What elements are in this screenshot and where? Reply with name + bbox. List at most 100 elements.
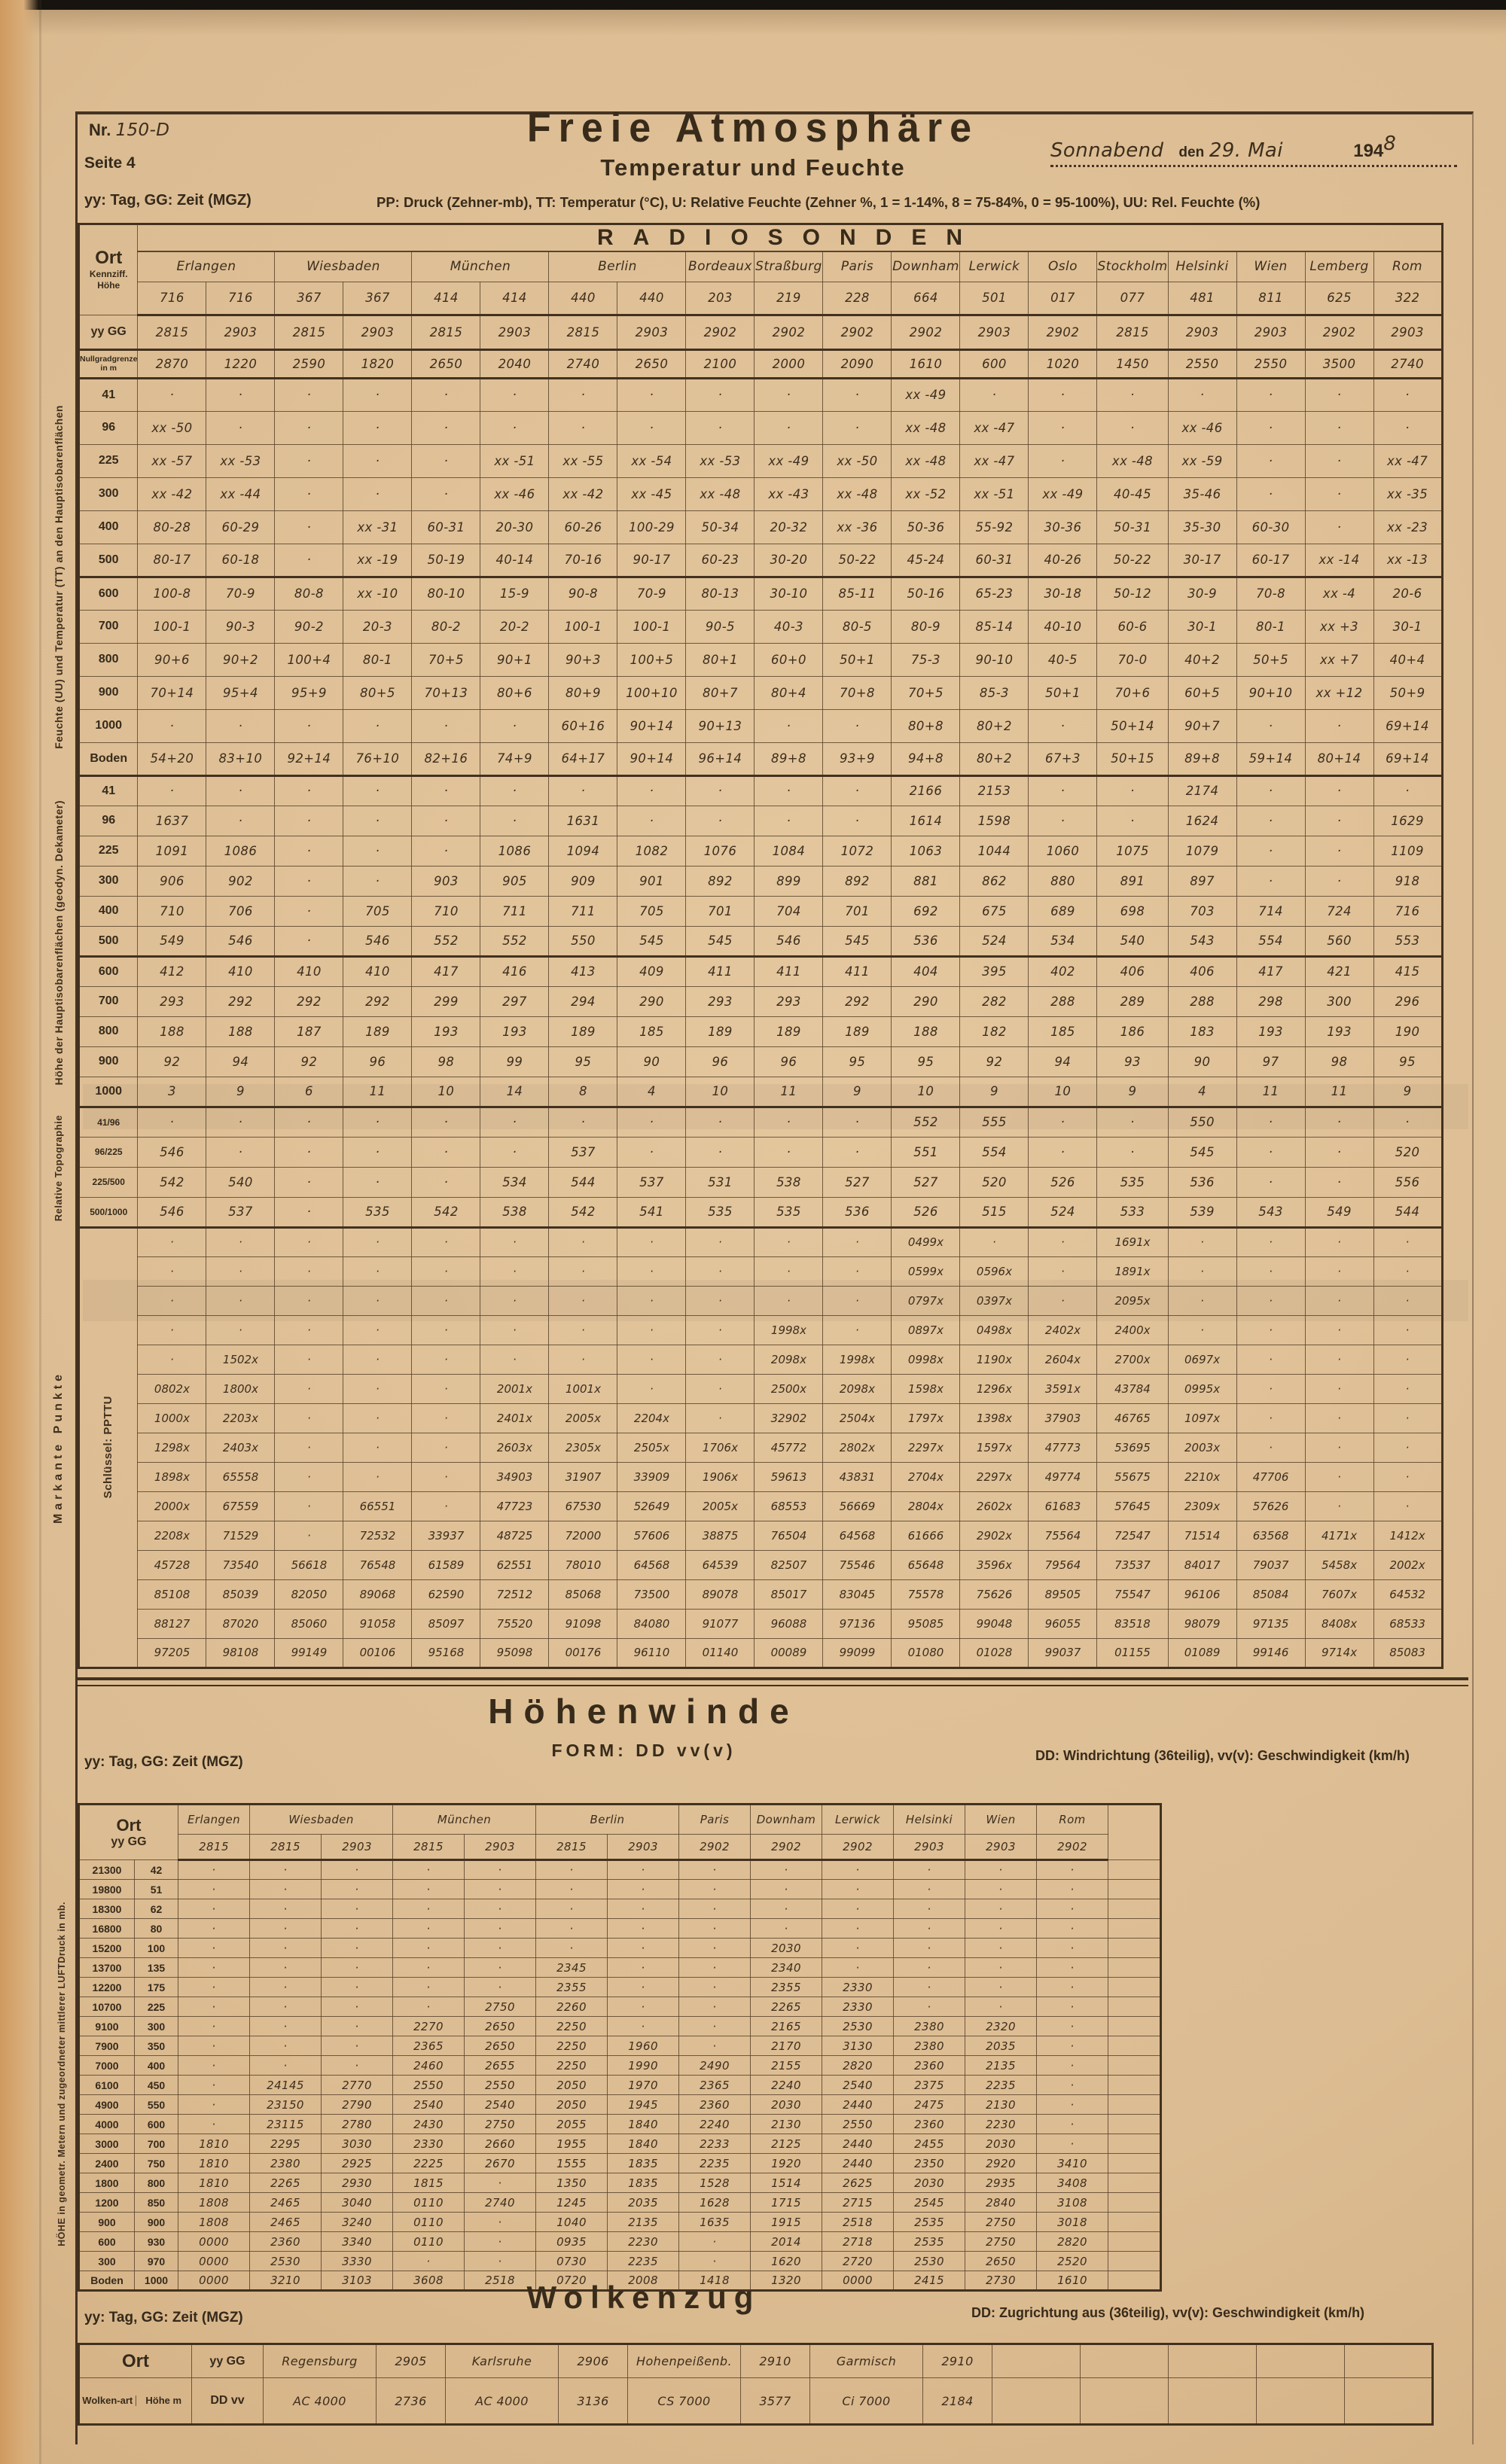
height-label: 19800: [78, 1879, 135, 1899]
wind-cell: ·: [1036, 2094, 1108, 2115]
yygg-label: yy GG: [78, 314, 139, 351]
wind-cell: ·: [822, 1899, 894, 1919]
wind-cell: ·: [750, 1899, 822, 1919]
empty-cell: [1108, 2055, 1161, 2076]
height-label: 9100: [78, 2016, 135, 2036]
markante-cell: ·: [1373, 1285, 1443, 1316]
height-cell: 711: [548, 895, 618, 927]
temp-humidity-cell: 80-8: [274, 576, 344, 611]
temp-humidity-cell: 90+13: [685, 708, 755, 743]
topo-cell: 534: [480, 1166, 550, 1198]
kennziff-value: 811: [1236, 281, 1306, 316]
markante-cell: ·: [1236, 1373, 1306, 1404]
temp-humidity-cell: ·: [1028, 443, 1098, 478]
station-name: Erlangen: [137, 251, 276, 282]
markante-cell: 01080: [891, 1637, 961, 1669]
temp-humidity-cell: xx +12: [1304, 675, 1374, 710]
height-label: Boden: [78, 2271, 135, 2292]
markante-cell: 62590: [411, 1579, 481, 1610]
topo-cell: ·: [822, 1106, 892, 1138]
markante-cell: 2902x: [959, 1520, 1029, 1551]
height-cell: 11: [343, 1076, 413, 1108]
kennziff-value: 219: [754, 281, 824, 316]
height-cell: 411: [822, 955, 892, 987]
markante-cell: 38875: [685, 1520, 755, 1551]
wind-cell: 2240: [750, 2075, 822, 2095]
height-cell: 692: [891, 895, 961, 927]
temp-humidity-cell: 90-2: [274, 609, 344, 644]
height-cell: 413: [548, 955, 618, 987]
level-label: 41: [78, 775, 139, 806]
height-cell: 411: [754, 955, 824, 987]
markante-cell: ·: [754, 1285, 824, 1316]
wind-cell: ·: [1036, 2075, 1108, 2095]
temp-humidity-cell: 100+10: [617, 675, 687, 710]
height-cell: 299: [411, 985, 481, 1017]
wind-cell: ·: [178, 1957, 250, 1978]
topo-cell: 546: [137, 1136, 207, 1168]
markante-cell: 99048: [959, 1608, 1029, 1639]
markante-cell: 72000: [548, 1520, 618, 1551]
height-cell: ·: [822, 775, 892, 806]
markante-cell: 55675: [1096, 1461, 1169, 1492]
markante-cell: 2802x: [822, 1432, 892, 1463]
station-name: Lerwick: [822, 1804, 894, 1835]
hand-drawn-frame: [75, 111, 1474, 2444]
wind-cell: 3018: [1036, 2212, 1108, 2232]
wind-cell: 3108: [1036, 2192, 1108, 2213]
markante-cell: 61683: [1028, 1491, 1098, 1521]
height-cell: ·: [822, 805, 892, 836]
yygg-value: 2815: [411, 314, 481, 351]
temp-humidity-cell: ·: [1236, 708, 1306, 743]
height-cell: 11: [1236, 1076, 1306, 1108]
wind-cell: ·: [965, 1918, 1037, 1939]
yygg-value: 2815: [274, 314, 344, 351]
markante-cell: ·: [274, 1403, 344, 1433]
temp-humidity-cell: ·: [1304, 708, 1374, 743]
markante-cell: 83045: [822, 1579, 892, 1610]
temp-humidity-cell: ·: [343, 477, 413, 511]
markante-cell: 1800x: [206, 1373, 276, 1404]
temp-humidity-cell: ·: [754, 377, 824, 412]
wind-cell: 2250: [535, 2016, 608, 2036]
height-cell: 698: [1096, 895, 1169, 927]
wind-cell: ·: [321, 1899, 393, 1919]
markante-cell: 85068: [548, 1579, 618, 1610]
height-cell: ·: [343, 865, 413, 897]
markante-cell: 2297x: [891, 1432, 961, 1463]
temp-humidity-cell: 50-36: [891, 510, 961, 544]
ort-label: Ort: [78, 2344, 192, 2378]
temp-humidity-cell: 100-1: [548, 609, 618, 644]
markante-cell: 0797x: [891, 1285, 961, 1316]
temp-humidity-cell: ·: [206, 708, 276, 743]
markante-cell: 1691x: [1096, 1226, 1169, 1257]
temp-humidity-cell: 90-5: [685, 609, 755, 644]
wind-cell: 2520: [1036, 2251, 1108, 2271]
height-cell: 1044: [959, 835, 1029, 867]
topo-cell: ·: [411, 1136, 481, 1168]
markante-cell: 56618: [274, 1549, 344, 1580]
nullgradgrenze-value: 2100: [685, 349, 755, 379]
markante-cell: 67530: [548, 1491, 618, 1521]
wind-cell: 0110: [392, 2231, 465, 2252]
yygg-value: 2910: [922, 2344, 992, 2378]
markante-cell: ·: [685, 1314, 755, 1345]
table-row: 45728 73540 56618 76548 61589 62551 78010 64568…: [79, 1549, 1443, 1580]
height-cell: 1072: [822, 835, 892, 867]
temp-humidity-cell: xx -54: [617, 443, 687, 478]
temp-humidity-cell: 80-1: [1236, 609, 1306, 644]
table-row: 1200 850 1808 2465 3040 0110 2740 1245 2035 1628 1…: [78, 2192, 1161, 2213]
topo-cell: 537: [548, 1136, 618, 1168]
temp-humidity-cell: 90+6: [137, 642, 207, 677]
wind-cell: ·: [249, 2055, 322, 2076]
height-cell: 186: [1096, 1016, 1169, 1047]
markante-cell: 85039: [206, 1579, 276, 1610]
temp-humidity-cell: 90+7: [1167, 708, 1237, 743]
wind-cell: 2030: [750, 1938, 822, 1958]
wind-cell: 1040: [535, 2212, 608, 2232]
station-name: Wien: [1236, 251, 1306, 282]
markante-cell: 85017: [754, 1579, 824, 1610]
temp-humidity-cell: 89+8: [754, 742, 824, 777]
markante-cell: 1502x: [206, 1344, 276, 1375]
markante-cell: 67559: [206, 1491, 276, 1521]
